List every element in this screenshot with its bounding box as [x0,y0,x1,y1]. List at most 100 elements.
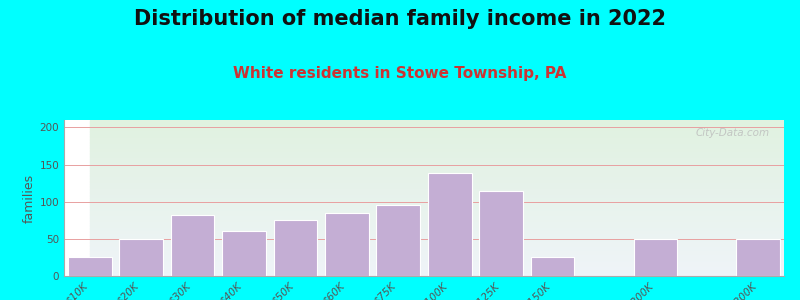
Bar [90,185,800,187]
Bar [90,176,800,178]
Bar [90,200,800,201]
Bar [90,123,800,125]
Bar [90,131,800,133]
Bar [90,190,800,192]
Bar [90,164,800,165]
Bar [90,196,800,198]
Bar [90,181,800,182]
Bar [90,248,800,250]
Text: City-Data.com: City-Data.com [695,128,770,138]
Bar [90,184,800,185]
Bar [90,168,800,170]
Bar [90,232,800,234]
Bar [90,173,800,175]
Bar [634,239,678,276]
Bar [90,257,800,259]
Bar [90,214,800,215]
Bar [90,238,800,240]
Bar [90,243,800,245]
Bar [90,251,800,253]
Bar [90,134,800,136]
Bar [274,220,318,276]
Bar [90,187,800,189]
Bar [90,273,800,274]
Bar [90,150,800,151]
Bar [325,213,369,276]
Bar [90,170,800,172]
Bar [90,254,800,256]
Bar [90,209,800,211]
Bar [90,206,800,207]
Bar [119,239,163,276]
Bar [90,128,800,129]
Bar [90,140,800,142]
Bar [90,268,800,270]
Bar [90,217,800,218]
Bar [68,257,111,276]
Bar [90,263,800,265]
Bar [90,156,800,158]
Bar [90,211,800,212]
Bar [90,256,800,257]
Bar [90,133,800,134]
Bar [90,224,800,226]
Bar [90,142,800,143]
Bar [90,204,800,206]
Bar [377,206,420,276]
Bar [90,165,800,167]
Bar [90,262,800,263]
Bar [90,195,800,196]
Bar [90,207,800,209]
Bar [90,226,800,228]
Bar [90,265,800,267]
Bar [90,148,800,150]
Bar [90,126,800,128]
Bar [479,190,523,276]
Bar [530,257,574,276]
Bar [90,125,800,126]
Bar [90,228,800,229]
Bar [90,236,800,237]
Bar [90,201,800,203]
Bar [90,137,800,139]
Bar [90,203,800,204]
Bar [90,218,800,220]
Y-axis label: families: families [22,173,35,223]
Bar [90,153,800,154]
Bar [737,239,780,276]
Bar [170,215,214,276]
Bar [90,160,800,162]
Text: White residents in Stowe Township, PA: White residents in Stowe Township, PA [234,66,566,81]
Bar [90,120,800,122]
Bar [90,245,800,246]
Bar [90,162,800,164]
Bar [90,250,800,251]
Bar [90,274,800,276]
Bar [90,151,800,153]
Bar [90,240,800,242]
Bar [90,122,800,123]
Bar [90,253,800,254]
Bar [90,237,800,238]
Bar [90,223,800,224]
Bar [90,267,800,268]
Bar [90,172,800,173]
Bar [90,231,800,232]
Bar [90,143,800,145]
Bar [90,270,800,271]
Bar [90,220,800,221]
Bar [90,259,800,260]
Bar [428,173,471,276]
Bar [90,212,800,214]
Bar [90,192,800,193]
Bar [90,159,800,160]
Bar [222,231,266,276]
Bar [90,189,800,190]
Bar [90,136,800,137]
Bar [90,221,800,223]
Bar [90,179,800,181]
Bar [90,234,800,236]
Bar [90,271,800,273]
Bar [90,154,800,156]
Bar [90,260,800,262]
